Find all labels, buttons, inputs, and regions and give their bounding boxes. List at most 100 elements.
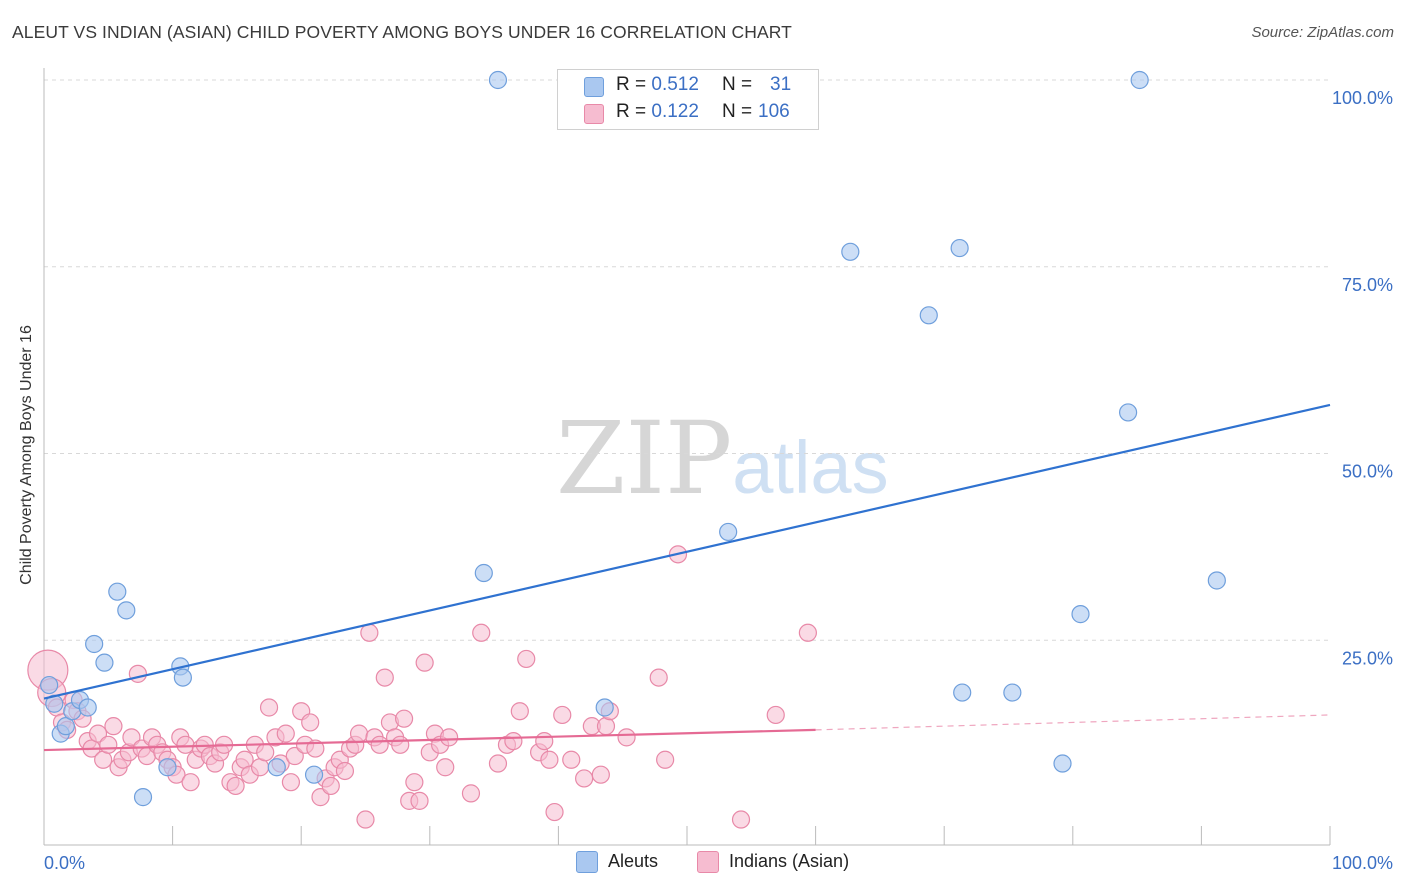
aleut-point [173,668,192,687]
indians-legend-label: Indians (Asian) [729,851,850,871]
aleut-point [950,238,969,258]
axes [43,68,1331,846]
aleut-point [158,758,177,777]
y-tick-label: 75.0% [1342,275,1393,295]
trend-lines [43,403,1331,752]
indian-point [472,623,491,642]
aleut-point [953,683,972,702]
indian-point [766,705,785,725]
source-label: Source: ZipAtlas.com [1251,24,1394,41]
indians-swatch [584,104,604,124]
indian-point [181,773,200,792]
watermark-atlas: atlas [732,426,889,509]
indian-point [276,724,295,743]
bottom-legend-indians: Indians (Asian) [697,851,849,877]
indian-point [410,791,429,810]
aleut-point [56,717,75,736]
indian-point [798,623,817,642]
r-value: 0.512 [651,74,699,95]
indian-point [122,728,141,747]
indian-point [591,765,610,784]
indian-point [301,713,320,732]
indian-point [226,776,245,796]
legend-r-indians: R = 0.122 [616,101,699,123]
indian-point [356,810,375,829]
indian-point [370,735,389,754]
aleut-points [40,70,1226,807]
indian-point [439,728,459,747]
n-label: N = [722,101,753,122]
aleut-point [474,563,493,583]
indians-legend-swatch [697,851,719,874]
indian-trend-extension [815,714,1331,731]
indian-point [461,784,481,803]
indian-point [394,709,414,728]
aleut-point [1207,571,1226,590]
aleuts-legend-swatch [576,851,598,874]
indian-point [436,758,455,777]
indian-point [517,649,536,669]
indian-point [575,769,594,788]
aleut-point [267,758,286,777]
indian-point [349,724,369,743]
aleut-point [1053,754,1072,773]
aleut-point [841,242,860,261]
indian-point [335,761,355,781]
y-tick-label: 25.0% [1342,648,1393,668]
y-tick-label: 100.0% [1332,88,1393,108]
aleut-point [95,653,114,672]
aleuts-swatch [584,77,604,97]
aleut-trend-line [43,403,1331,700]
indian-point [321,776,340,796]
n-label: N = [722,74,753,95]
indian-point [256,743,275,762]
r-label: R = [616,74,647,95]
x-tick-label-max: 100.0% [1332,853,1393,873]
indian-point [617,728,636,747]
indian-point [311,788,330,807]
aleut-point [78,698,97,717]
indian-point [731,810,751,829]
aleut-point [40,675,59,695]
aleut-point [133,788,153,807]
aleut-point [304,765,324,784]
indian-point [104,717,123,736]
aleut-point [595,698,614,717]
indian-point [176,735,195,754]
aleut-point [488,70,508,90]
indian-point [510,702,529,721]
indian-point [649,668,668,687]
indian-trend-line [43,728,816,752]
indian-point [391,735,410,754]
indian-point [415,653,434,672]
indian-point [656,750,675,769]
x-tick-label-min: 0.0% [44,853,85,873]
indian-point [540,750,559,769]
aleut-point [719,522,738,542]
aleut-point [108,582,127,601]
indian-point [596,717,616,736]
indian-point [562,750,581,769]
r-value: 0.122 [651,101,699,122]
bottom-legend-aleuts: Aleuts [576,851,658,877]
indian-point [259,698,279,717]
grid-lines [44,79,1330,641]
indian-points [27,545,817,829]
indian-point [88,724,108,743]
tick-labels: 25.0% 50.0% 75.0% 100.0% 0.0% 100.0% [44,88,1393,873]
indian-point [128,664,147,683]
correlation-legend: R = 0.512 N = 31 R = 0.122 N = 106 [557,69,819,130]
indian-point [375,668,394,687]
aleuts-legend-label: Aleuts [608,851,659,871]
watermark-zip: ZIP [556,400,733,517]
aleut-point [1071,605,1090,624]
aleut-point [919,306,938,325]
indian-point [504,731,523,751]
indian-point [488,754,508,773]
aleut-point [1118,403,1138,422]
r-label: R = [616,101,647,122]
indian-point [99,735,118,754]
indian-point [405,773,424,792]
indian-point [360,623,379,642]
